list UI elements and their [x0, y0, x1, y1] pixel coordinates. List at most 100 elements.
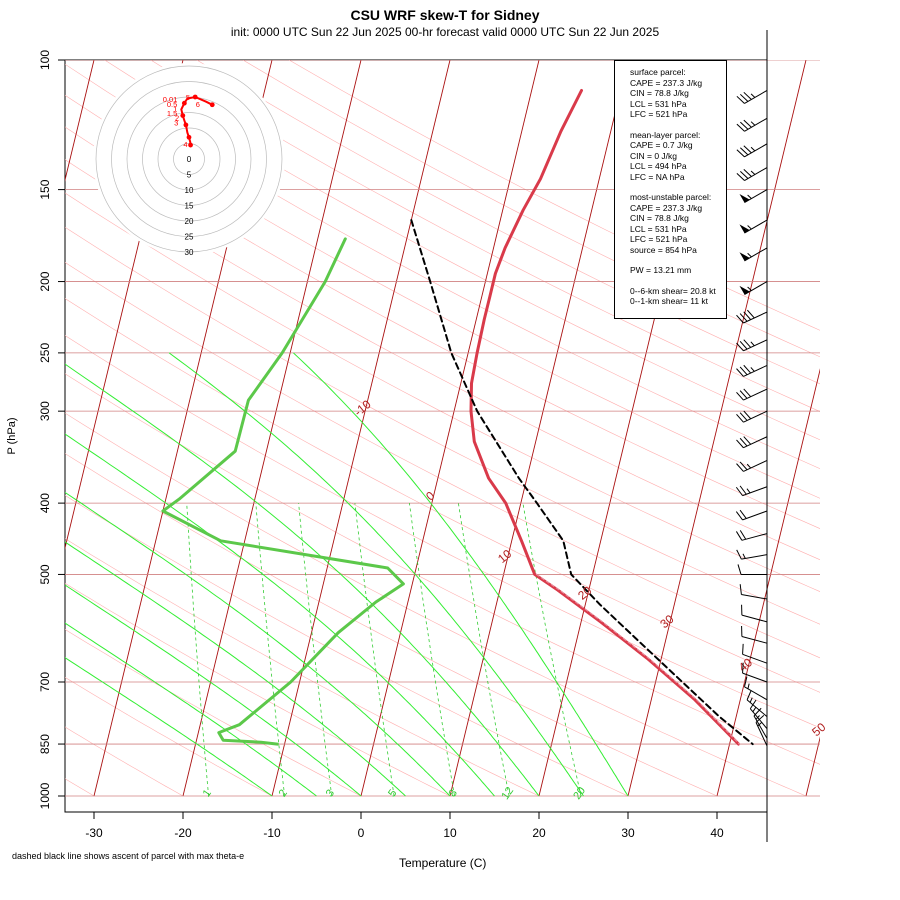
- footnote: dashed black line shows ascent of parcel…: [12, 851, 245, 861]
- wind-barb: [736, 388, 768, 401]
- x-tick-label: 30: [621, 826, 635, 840]
- barb-full: [740, 121, 749, 130]
- mean-layer-lfc: LFC = NA hPa: [630, 171, 685, 182]
- wind-barb: [741, 604, 768, 623]
- wind-barb: [739, 281, 768, 295]
- wind-barb: [739, 584, 768, 600]
- barb-full: [736, 95, 745, 104]
- isotherm-label: 30: [657, 612, 676, 632]
- barb-full: [735, 486, 743, 496]
- moist-adiabat: [65, 541, 406, 797]
- isotherm: [805, 736, 820, 797]
- isotherm-label: 10: [495, 546, 514, 566]
- barb-full: [739, 412, 748, 421]
- hodograph-point: [188, 142, 193, 148]
- barb-full: [736, 391, 744, 401]
- mixing-ratio-label: 12: [499, 785, 516, 802]
- surface-cape: CAPE = 237.3 J/kg: [630, 77, 703, 88]
- barb-full: [755, 715, 765, 723]
- barb-half: [749, 697, 753, 703]
- moist-adiabat: [65, 363, 540, 797]
- mixing-ratio-line: [522, 503, 582, 797]
- barb-shaft: [744, 90, 768, 104]
- barb-full: [746, 309, 755, 319]
- barb-half: [746, 463, 752, 469]
- dewpoint-profile: [161, 237, 405, 746]
- hodograph-ring: [157, 127, 221, 191]
- barb-full: [736, 314, 744, 324]
- barb-shaft: [741, 554, 768, 560]
- moist-adiabat: [65, 622, 317, 797]
- parcel-info-box: surface parcel: CAPE = 237.3 J/kg CIN = …: [614, 60, 727, 319]
- barb-shaft: [744, 167, 768, 181]
- barb-full: [736, 173, 745, 181]
- barb-full: [736, 549, 742, 560]
- wind-barb: [736, 143, 768, 158]
- wind-barb: [736, 117, 768, 132]
- most-unstable-lfc: LFC = 521 hPa: [630, 234, 688, 244]
- moist-adiabat: [168, 352, 584, 797]
- barb-full: [736, 439, 744, 449]
- barb-full: [743, 410, 752, 420]
- surface-parcel-block: surface parcel: CAPE = 237.3 J/kg CIN = …: [630, 67, 726, 120]
- barb-half: [750, 121, 756, 126]
- barb-full: [743, 676, 748, 687]
- most-unstable-source: source = 854 hPa: [630, 244, 697, 255]
- wind-barb: [753, 707, 768, 739]
- hodograph-point: [181, 100, 187, 106]
- virtual-temperature-profile: [535, 573, 741, 745]
- temperature-profile: [469, 89, 740, 746]
- barb-full: [740, 93, 749, 102]
- isotherm: [271, 60, 451, 797]
- barb-shaft: [742, 510, 768, 521]
- x-tick-label: -20: [174, 826, 192, 840]
- barb-shaft: [744, 143, 768, 158]
- hodograph-ring-label: 20: [185, 217, 194, 226]
- barb-full: [736, 149, 745, 158]
- barb-half: [747, 683, 750, 689]
- dry-adiabat: [242, 60, 820, 358]
- most-unstable-parcel-block: most-unstable parcel: CAPE = 237.3 J/kg …: [630, 192, 726, 255]
- barb-half: [750, 341, 755, 347]
- barb-shaft: [743, 436, 768, 449]
- moist-adiabat: [65, 491, 451, 797]
- barb-full: [749, 699, 757, 710]
- isotherm: [627, 60, 807, 797]
- barb-full: [743, 436, 752, 445]
- barb-full: [735, 531, 743, 541]
- mixing-ratio-line: [354, 503, 395, 797]
- isotherm: [716, 368, 820, 797]
- wind-barb: [735, 509, 768, 521]
- y-tick-label: 500: [38, 564, 52, 584]
- hodograph-ring-label: 10: [185, 186, 194, 195]
- wind-barb: [736, 364, 768, 377]
- barb-full: [743, 91, 752, 100]
- wind-barb: [743, 676, 768, 701]
- barb-half: [757, 722, 762, 727]
- barb-half: [750, 93, 756, 98]
- barb-shaft: [741, 594, 768, 600]
- barb-shaft: [742, 486, 768, 497]
- wind-barb: [736, 309, 768, 324]
- barb-full: [736, 368, 744, 377]
- barb-full: [740, 171, 749, 179]
- barb-full: [739, 437, 748, 447]
- isotherm-label: 50: [809, 720, 828, 740]
- y-tick-label: 200: [38, 271, 52, 291]
- wind-barb: [739, 189, 768, 204]
- wind-barb: [755, 715, 768, 747]
- wind-barb: [735, 485, 768, 497]
- hodograph-ring-label: 30: [185, 248, 194, 257]
- hodograph-ring: [126, 96, 252, 222]
- surface-lcl: LCL = 531 hPa: [630, 98, 687, 109]
- shear-0-1km: 0--1-km shear= 11 kt: [630, 296, 709, 306]
- barb-full: [743, 169, 752, 177]
- barb-full: [739, 313, 748, 322]
- hodograph-point: [180, 113, 186, 118]
- barb-full: [736, 414, 744, 423]
- barb-full: [740, 147, 749, 156]
- barb-half: [750, 146, 756, 152]
- barb-shaft: [743, 311, 768, 324]
- hodograph-ring-label: 0: [187, 155, 192, 164]
